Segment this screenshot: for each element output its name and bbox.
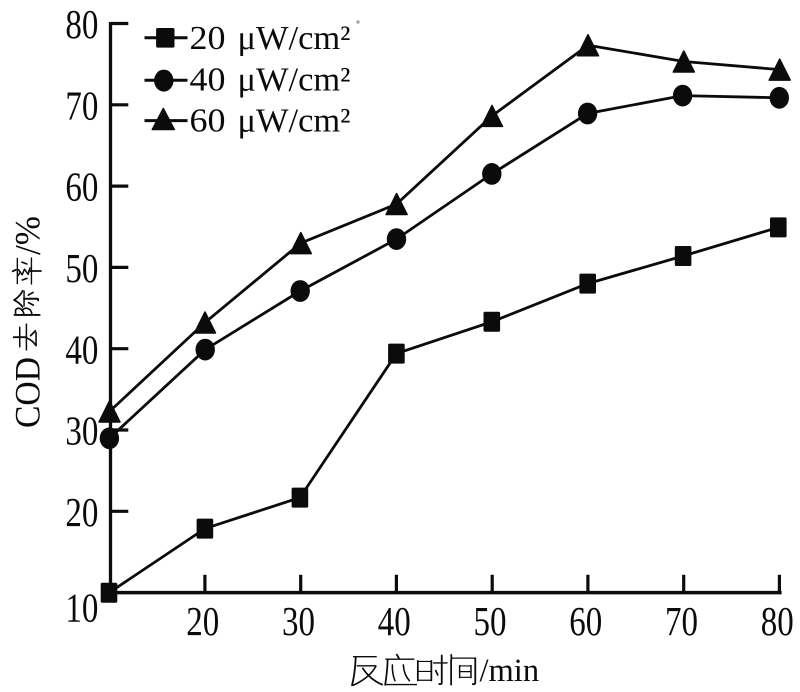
svg-text:μW/cm²: μW/cm²: [238, 61, 351, 98]
svg-text:20: 20: [65, 489, 98, 535]
svg-text:50: 50: [474, 598, 507, 644]
svg-text:60: 60: [190, 103, 226, 140]
svg-text:20: 20: [190, 20, 226, 57]
svg-text:μW/cm²: μW/cm²: [238, 103, 351, 140]
svg-text:40: 40: [378, 598, 411, 644]
svg-text:40: 40: [190, 61, 226, 98]
svg-text:30: 30: [65, 408, 98, 454]
svg-text:60: 60: [65, 164, 98, 210]
svg-text:/min: /min: [480, 653, 540, 687]
svg-text:COD: COD: [8, 357, 48, 428]
svg-text:40: 40: [65, 326, 98, 372]
svg-text:20: 20: [186, 598, 219, 644]
svg-text:μW/cm²: μW/cm²: [238, 20, 351, 57]
svg-text:10: 10: [65, 585, 98, 631]
svg-text:70: 70: [65, 82, 98, 128]
svg-text:30: 30: [282, 598, 315, 644]
svg-text:80: 80: [65, 1, 98, 47]
svg-text:50: 50: [65, 245, 98, 291]
svg-text:60: 60: [569, 598, 602, 644]
svg-text:/%: /%: [8, 216, 48, 255]
svg-text:70: 70: [665, 598, 698, 644]
svg-text:80: 80: [761, 598, 794, 644]
